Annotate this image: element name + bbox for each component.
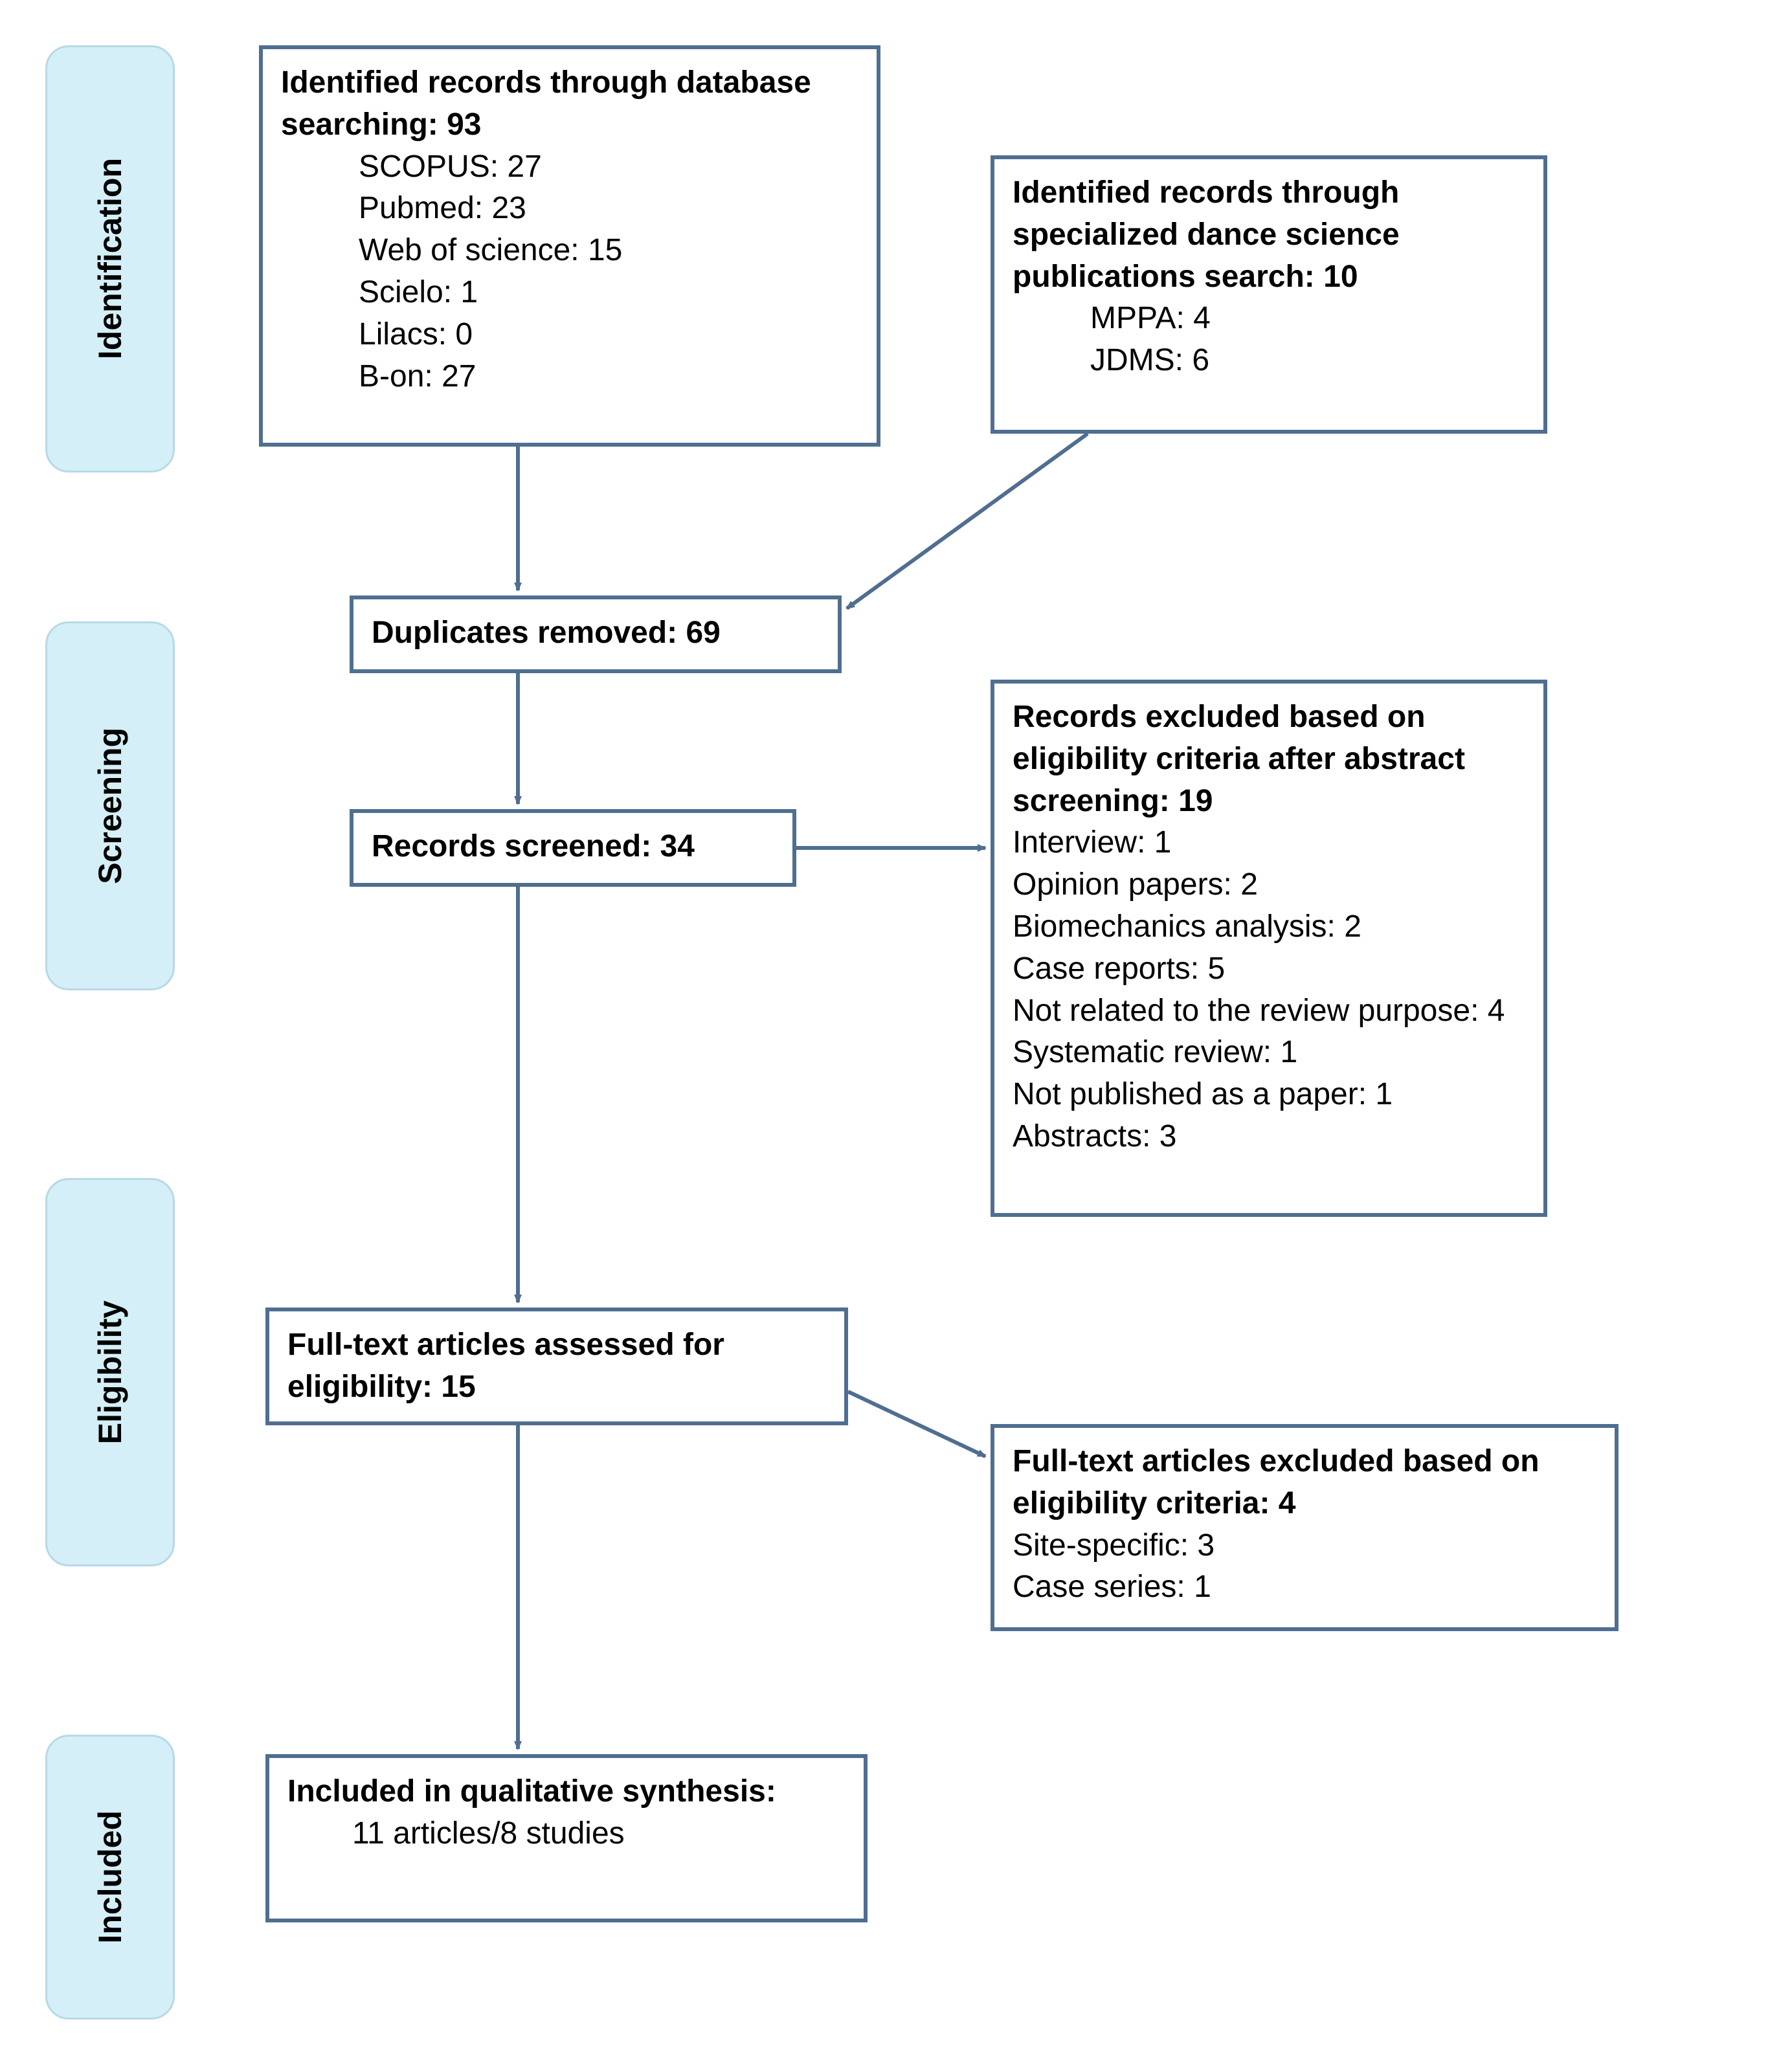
node-sub-item: Lilacs: 0: [281, 314, 858, 356]
node-sub-item: 11 articles/8 studies: [287, 1813, 846, 1855]
node-title: Duplicates removed: 69: [372, 612, 820, 654]
node-sub-item: Web of science: 15: [281, 230, 858, 272]
node-sub-item: Site-specific: 3: [1013, 1525, 1596, 1567]
node-sub-item: SCOPUS: 27: [281, 146, 858, 188]
node-title: Identified records through specialized d…: [1013, 172, 1525, 298]
node-title: Records screened: 34: [372, 826, 774, 868]
stage-label-text: Identification: [91, 158, 129, 359]
node-sub-item: Not published as a paper: 1: [1013, 1074, 1525, 1116]
node-sub-item: Systematic review: 1: [1013, 1032, 1525, 1074]
node-sub-item: JDMS: 6: [1013, 340, 1525, 382]
node-db_search: Identified records through database sear…: [259, 45, 880, 447]
node-fulltext_excluded: Full-text articles excluded based on eli…: [991, 1424, 1618, 1631]
node-title: Full-text articles excluded based on eli…: [1013, 1441, 1596, 1525]
node-title: Full-text articles assessed for eligibil…: [287, 1324, 826, 1408]
stage-label-text: Included: [91, 1810, 129, 1944]
stage-label-eligibility: Eligibility: [45, 1178, 175, 1566]
stage-label-identification: Identification: [45, 45, 175, 473]
node-sub-item: Case reports: 5: [1013, 948, 1525, 990]
node-sub-item: Pubmed: 23: [281, 188, 858, 230]
node-sub-item: MPPA: 4: [1013, 298, 1525, 340]
node-screened: Records screened: 34: [350, 809, 796, 887]
node-sub-item: Scielo: 1: [281, 272, 858, 314]
arrow-specialized-to-duplicates: [847, 434, 1088, 608]
node-sub-item: Biomechanics analysis: 2: [1013, 906, 1525, 948]
node-title: Included in qualitative synthesis:: [287, 1771, 846, 1813]
stage-label-included: Included: [45, 1735, 175, 2020]
arrow-fulltext_assessed-to-fulltext_excluded: [848, 1392, 985, 1456]
node-qualitative: Included in qualitative synthesis:11 art…: [265, 1754, 868, 1922]
node-sub-item: Opinion papers: 2: [1013, 864, 1525, 906]
prisma-flowchart: Identification Screening Eligibility Includ…: [0, 0, 1792, 2070]
stage-label-text: Screening: [91, 728, 129, 884]
node-sub-item: Case series: 1: [1013, 1566, 1596, 1608]
stage-label-text: Eligibility: [91, 1300, 129, 1444]
node-specialized: Identified records through specialized d…: [991, 155, 1547, 434]
node-sub-item: Interview: 1: [1013, 822, 1525, 864]
node-excluded_abstract: Records excluded based on eligibility cr…: [991, 680, 1547, 1217]
stage-label-screening: Screening: [45, 621, 175, 990]
node-title: Records excluded based on eligibility cr…: [1013, 696, 1525, 822]
node-sub-item: Not related to the review purpose: 4: [1013, 990, 1525, 1032]
node-fulltext_assessed: Full-text articles assessed for eligibil…: [265, 1308, 848, 1425]
node-duplicates: Duplicates removed: 69: [350, 595, 842, 673]
node-sub-item: B-on: 27: [281, 356, 858, 398]
node-sub-item: Abstracts: 3: [1013, 1116, 1525, 1158]
node-title: Identified records through database sear…: [281, 62, 858, 146]
